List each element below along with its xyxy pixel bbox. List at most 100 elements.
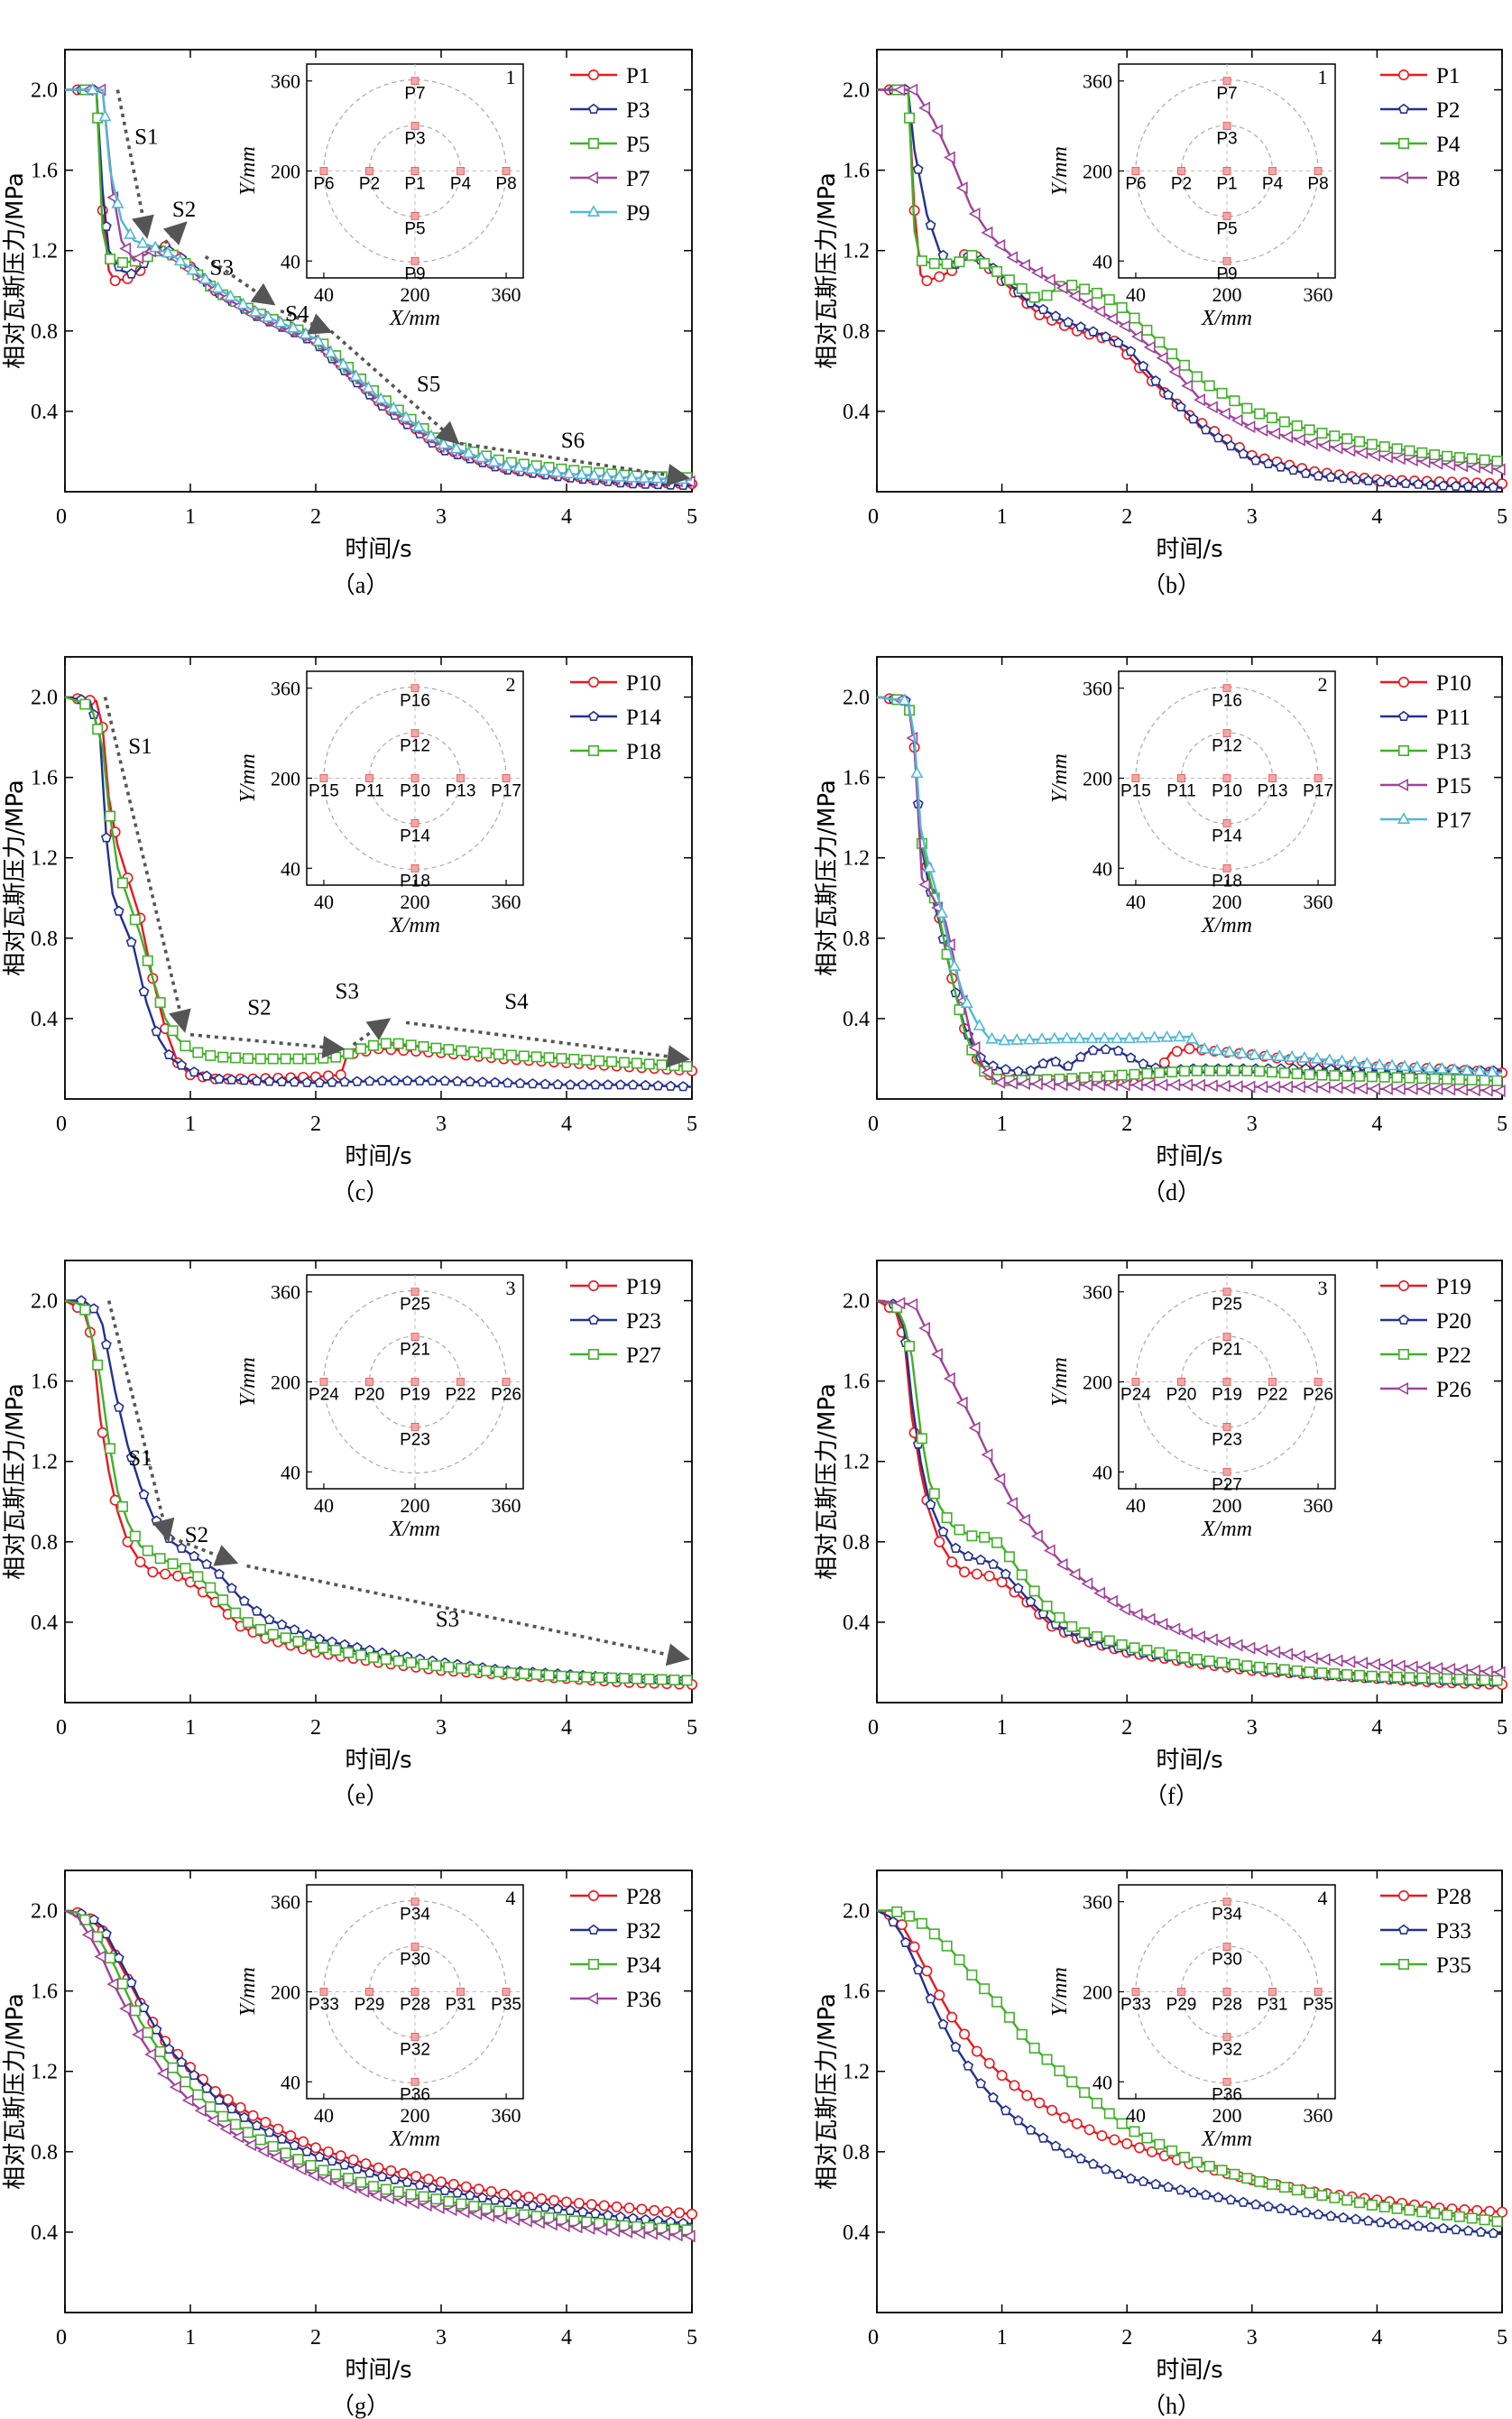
data-point-P35	[904, 1910, 916, 1922]
data-point-P34	[254, 2134, 266, 2146]
data-point-P36	[294, 2163, 307, 2176]
data-point-P20	[975, 1554, 986, 1565]
series-markers-P17	[898, 693, 1498, 1077]
data-point-P36	[383, 2192, 395, 2205]
data-point-P11	[1025, 1065, 1037, 1076]
data-point-P15	[1431, 1082, 1443, 1095]
data-point-P14	[602, 1079, 613, 1090]
data-point-P15	[1019, 1076, 1030, 1091]
data-point-P33	[888, 1916, 899, 1927]
legend-marker-P1	[587, 69, 599, 81]
data-point-P17	[1047, 1031, 1061, 1044]
inset-y-label: Y/mm	[1048, 1967, 1072, 2017]
inset-y-tick-label: 200	[271, 768, 300, 790]
data-point-P13	[1091, 1071, 1102, 1083]
inset-point-label: P31	[1258, 1996, 1288, 2015]
y-tick-label: 1.6	[843, 1980, 870, 2004]
inset-point-marker	[410, 1988, 419, 1996]
data-point-P33	[1212, 2192, 1224, 2202]
stage-arrow	[204, 254, 276, 306]
data-point-P22	[1341, 1668, 1353, 1680]
data-point-P28	[1096, 2130, 1108, 2142]
data-point-P15	[1356, 1082, 1369, 1095]
inset-y-label: Y/mm	[1048, 1357, 1072, 1407]
data-point-P35	[1016, 2028, 1028, 2040]
data-point-P4	[1254, 408, 1266, 420]
data-point-P27	[142, 1545, 153, 1556]
data-point-P28	[661, 2206, 673, 2218]
data-point-P36	[483, 2209, 495, 2222]
data-point-P22	[1028, 1585, 1040, 1597]
data-point-P36	[445, 2203, 457, 2217]
data-point-P35	[979, 1983, 991, 1995]
inset-x-tick-label: 360	[492, 1494, 521, 1517]
legend-marker-P13	[1398, 744, 1410, 756]
inset-point-label: P11	[1166, 782, 1195, 801]
data-point-P18	[668, 1060, 680, 1072]
data-point-P36	[558, 2219, 570, 2233]
inset-point-label: P16	[400, 692, 430, 711]
data-point-P22	[966, 1530, 978, 1542]
data-point-P15	[1194, 1078, 1205, 1092]
y-tick-label: 0.8	[31, 320, 58, 344]
legend-marker-P11	[1398, 710, 1409, 722]
inset-x-tick-label: 360	[1304, 2104, 1333, 2127]
data-point-P34	[116, 1978, 128, 1990]
inset-point-marker	[1222, 863, 1231, 873]
inset-y-tick-label: 200	[271, 1371, 300, 1394]
data-point-P28	[623, 2202, 635, 2214]
y-tick-label: 0.4	[843, 1611, 870, 1635]
x-tick-label: 5	[687, 1716, 697, 1740]
inset-point-label: P24	[309, 1386, 339, 1405]
data-point-P27	[481, 1665, 493, 1676]
data-point-P19	[983, 1570, 995, 1582]
data-point-P27	[543, 1669, 555, 1681]
data-point-P17	[1335, 1054, 1349, 1066]
data-point-P5	[105, 254, 116, 265]
inset-point-label: P32	[400, 2040, 430, 2059]
data-point-P27	[192, 1571, 204, 1583]
data-point-P17	[1473, 1064, 1487, 1076]
legend-marker-P14	[588, 710, 599, 722]
data-point-P35	[1291, 2184, 1303, 2196]
legend-label: P2	[1436, 98, 1460, 123]
data-point-P35	[1141, 2132, 1153, 2144]
data-point-P34	[217, 2110, 229, 2122]
inset-x-tick-label: 40	[314, 283, 334, 306]
data-point-P13	[1216, 1065, 1228, 1076]
data-point-P28	[1497, 2206, 1508, 2218]
inset-point-marker	[502, 774, 511, 782]
data-point-P18	[167, 1025, 179, 1037]
data-point-P28	[298, 2136, 309, 2147]
inset-point-marker	[1268, 1988, 1277, 1996]
inset-point-marker	[1222, 774, 1231, 782]
y-tick-label: 2.0	[31, 687, 58, 710]
data-point-P32	[627, 2212, 639, 2223]
x-tick-label: 0	[56, 2326, 67, 2350]
chart-panel-e: 0 1 2 3 4 5 0.4 0.8 1.2 1.6 2.0 时间/s 相对瓦斯压力/MPa （e） S1…	[2, 1260, 697, 1809]
legend-marker-P19	[587, 1280, 599, 1292]
data-point-P4	[1404, 445, 1415, 457]
data-point-P4	[1378, 441, 1390, 453]
data-point-P36	[583, 2221, 595, 2235]
data-point-P33	[1087, 2158, 1099, 2169]
inset-point-label: P28	[1212, 1996, 1242, 2015]
data-point-P28	[908, 1941, 920, 1953]
data-point-P8	[1019, 258, 1030, 272]
inset-point-label: P3	[404, 130, 425, 149]
data-point-P18	[367, 1039, 379, 1051]
data-point-P26	[906, 1297, 918, 1311]
data-point-P17	[1423, 1061, 1436, 1073]
inset-x-tick-label: 200	[401, 283, 430, 306]
series-group	[876, 1297, 1508, 1690]
stage-label: S3	[436, 1607, 459, 1631]
data-point-P27	[343, 1647, 355, 1658]
inset-point-marker	[410, 1288, 419, 1297]
x-tick-label: 0	[868, 2326, 879, 2350]
data-point-P2	[1163, 389, 1174, 400]
data-point-P35	[1166, 2145, 1178, 2156]
data-point-P4	[1416, 447, 1428, 458]
data-point-P33	[988, 2091, 999, 2102]
data-point-P32	[565, 2204, 576, 2215]
inset-x-tick-label: 40	[314, 1494, 334, 1517]
